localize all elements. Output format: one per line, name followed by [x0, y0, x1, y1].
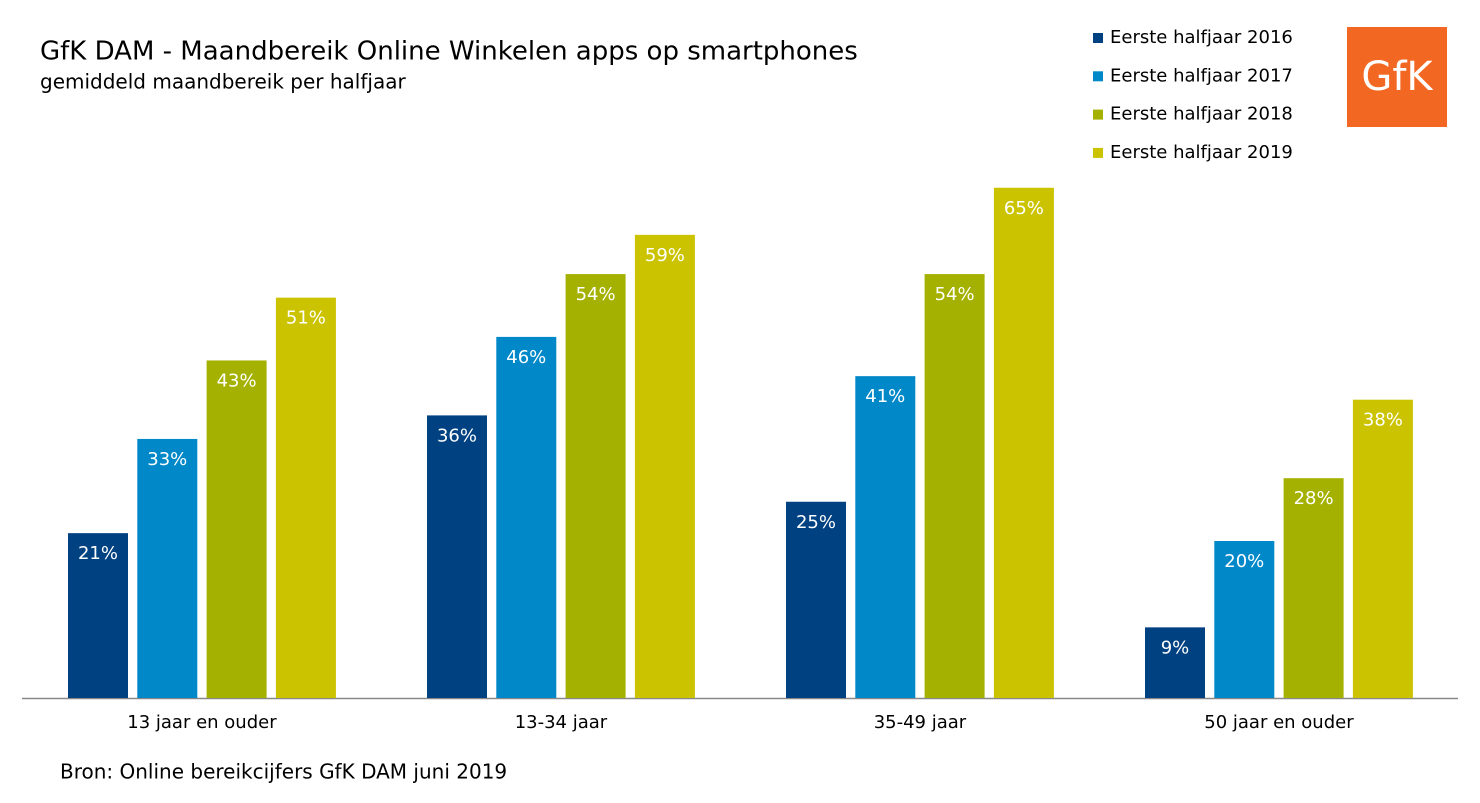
value-label: 65%: [1004, 198, 1044, 219]
value-label: 46%: [506, 347, 546, 368]
chart-title: GfK DAM - Maandbereik Online Winkelen ap…: [40, 37, 858, 67]
chart-subtitle: gemiddeld maandbereik per halfjaar: [40, 70, 406, 94]
legend-swatch: [1093, 109, 1103, 120]
value-label: 54%: [935, 284, 975, 305]
legend-label: Eerste halfjaar 2016: [1110, 27, 1293, 48]
legend-swatch: [1093, 71, 1103, 82]
legend-label: Eerste halfjaar 2017: [1110, 65, 1293, 86]
logo-box: [1347, 27, 1447, 127]
value-label: 59%: [645, 245, 685, 266]
source-note: Bron: Online bereikcijfers GfK DAM juni …: [60, 760, 507, 784]
bar: [924, 274, 985, 698]
x-tick-label: 50 jaar en ouder: [1204, 712, 1354, 733]
bar: [565, 274, 626, 698]
bar: [1145, 627, 1205, 698]
bar: [993, 187, 1054, 698]
x-tick-label: 13-34 jaar: [515, 712, 608, 733]
value-label: 25%: [796, 512, 836, 533]
legend-label: Eerste halfjaar 2019: [1110, 142, 1293, 163]
bar: [1214, 541, 1275, 698]
bar: [137, 438, 198, 698]
value-label: 51%: [286, 308, 326, 329]
bar: [496, 336, 557, 698]
value-label: 36%: [437, 425, 477, 446]
legend-label: Eerste halfjaar 2018: [1110, 104, 1293, 125]
bar: [634, 234, 695, 698]
value-label: 20%: [1224, 551, 1264, 572]
legend-swatch: [1093, 33, 1103, 43]
bar: [1352, 399, 1413, 698]
value-label: 43%: [217, 370, 257, 391]
bar: [206, 360, 267, 698]
bar: [855, 376, 916, 698]
bar: [275, 297, 336, 698]
value-label: 21%: [78, 543, 118, 564]
value-label: 41%: [865, 386, 905, 407]
value-label: 38%: [1363, 410, 1403, 431]
logo-text: GfK: [1361, 54, 1434, 100]
legend-swatch: [1093, 147, 1103, 158]
value-label: 33%: [147, 449, 187, 470]
value-label: 54%: [576, 284, 616, 305]
bar: [1283, 478, 1344, 698]
value-label: 9%: [1161, 637, 1190, 658]
x-tick-label: 13 jaar en ouder: [127, 712, 277, 733]
bar: [68, 533, 128, 698]
x-tick-label: 35-49 jaar: [874, 712, 967, 733]
value-label: 28%: [1294, 488, 1334, 509]
bar: [786, 501, 846, 698]
bar: [427, 415, 487, 698]
